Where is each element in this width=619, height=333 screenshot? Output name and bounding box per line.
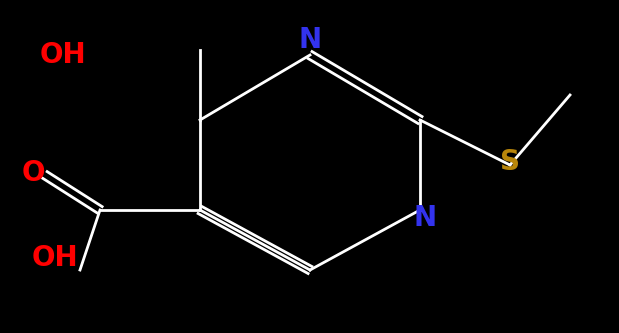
Text: O: O — [21, 159, 45, 187]
Text: OH: OH — [32, 244, 79, 272]
Text: S: S — [500, 148, 520, 176]
Text: N: N — [413, 204, 436, 232]
Text: N: N — [298, 26, 321, 54]
Text: OH: OH — [40, 41, 86, 69]
